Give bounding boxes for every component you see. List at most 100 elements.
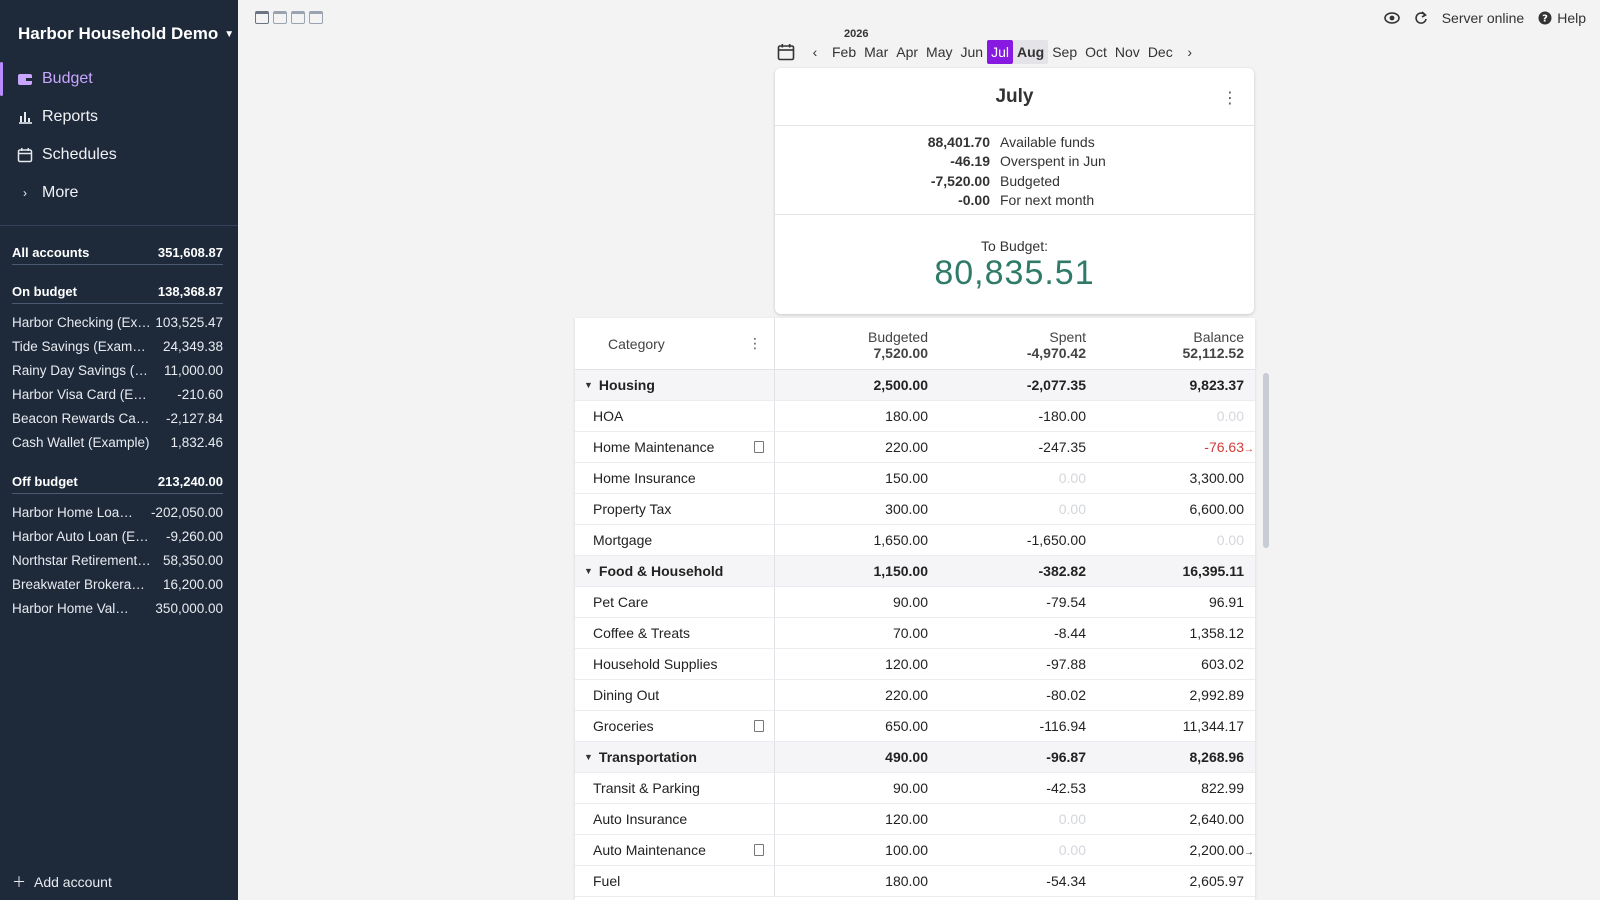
category-cell[interactable]: Coffee & Treats <box>575 618 775 648</box>
budgeted-cell[interactable]: 150.00 <box>775 470 938 486</box>
category-row[interactable]: Home Insurance 150.00 0.00 3,300.00 <box>575 463 1255 494</box>
budgeted-cell[interactable]: 180.00 <box>775 873 938 889</box>
server-status[interactable]: Server online <box>1441 10 1525 26</box>
balance-cell[interactable]: 16,395.11 <box>1096 563 1254 579</box>
note-icon[interactable] <box>754 844 764 856</box>
category-cell[interactable]: Transit & Parking <box>575 773 775 803</box>
month-sep[interactable]: Sep <box>1052 44 1078 60</box>
spent-cell[interactable]: -247.35 <box>938 439 1096 455</box>
balance-cell[interactable]: 822.99 <box>1096 780 1254 796</box>
balance-cell[interactable]: 0.00 <box>1096 532 1254 548</box>
sync-button[interactable] <box>1414 11 1428 25</box>
nav-budget[interactable]: Budget <box>0 60 238 98</box>
category-row[interactable]: HOA 180.00 -180.00 0.00 <box>575 401 1255 432</box>
to-budget-value[interactable]: 80,835.51 <box>934 254 1095 292</box>
three-month-view-icon[interactable] <box>291 11 305 24</box>
budgeted-cell[interactable]: 70.00 <box>775 625 938 641</box>
two-month-view-icon[interactable] <box>273 11 287 24</box>
spent-cell[interactable]: -54.34 <box>938 873 1096 889</box>
category-group-row[interactable]: ▼ Transportation 490.00 -96.87 8,268.96 <box>575 742 1255 773</box>
spent-cell[interactable]: -116.94 <box>938 718 1096 734</box>
category-row[interactable]: Auto Maintenance 100.00 0.00 2,200.00→ <box>575 835 1255 866</box>
category-row[interactable]: Fuel 180.00 -54.34 2,605.97 <box>575 866 1255 897</box>
account-row[interactable]: Harbor Visa Card (Example) -210.60 <box>12 382 223 406</box>
category-cell[interactable]: Groceries <box>575 711 775 741</box>
budgeted-cell[interactable]: 2,500.00 <box>775 377 938 393</box>
account-row[interactable]: Harbor Home Value (Example) 350,000.00 <box>12 596 223 620</box>
spent-cell[interactable]: -382.82 <box>938 563 1096 579</box>
account-row[interactable]: Cash Wallet (Example) 1,832.46 <box>12 430 223 454</box>
category-cell[interactable]: Dining Out <box>575 680 775 710</box>
category-cell[interactable]: ▼ Food & Household <box>575 556 775 586</box>
month-dec[interactable]: Dec <box>1147 44 1173 60</box>
on-budget-header[interactable]: On budget 138,368.87 <box>12 284 223 304</box>
category-cell[interactable]: Auto Insurance <box>575 804 775 834</box>
table-scrollbar[interactable] <box>1263 373 1269 548</box>
balance-cell[interactable]: 2,605.97 <box>1096 873 1254 889</box>
spent-cell[interactable]: 0.00 <box>938 470 1096 486</box>
balance-cell[interactable]: 1,358.12 <box>1096 625 1254 641</box>
note-icon[interactable] <box>754 441 764 453</box>
balance-cell[interactable]: 96.91 <box>1096 594 1254 610</box>
balance-cell[interactable]: 2,200.00→ <box>1096 842 1255 858</box>
category-row[interactable]: Property Tax 300.00 0.00 6,600.00 <box>575 494 1255 525</box>
balance-cell[interactable]: 2,992.89 <box>1096 687 1254 703</box>
account-row[interactable]: Rainy Day Savings (Example) 11,000.00 <box>12 358 223 382</box>
account-row[interactable]: Harbor Checking (Example)103,525.47 <box>12 310 223 334</box>
budgeted-cell[interactable]: 90.00 <box>775 780 938 796</box>
category-cell[interactable]: HOA <box>575 401 775 431</box>
category-row[interactable]: Household Supplies 120.00 -97.88 603.02 <box>575 649 1255 680</box>
month-nov[interactable]: Nov <box>1114 44 1140 60</box>
budgeted-cell[interactable]: 220.00 <box>775 687 938 703</box>
budgeted-cell[interactable]: 220.00 <box>775 439 938 455</box>
category-row[interactable]: Pet Care 90.00 -79.54 96.91 <box>575 587 1255 618</box>
budgeted-cell[interactable]: 300.00 <box>775 501 938 517</box>
category-cell[interactable]: Fuel <box>575 866 775 896</box>
spent-cell[interactable]: -80.02 <box>938 687 1096 703</box>
month-jun[interactable]: Jun <box>960 44 984 60</box>
budgeted-cell[interactable]: 120.00 <box>775 656 938 672</box>
category-cell[interactable]: Home Insurance <box>575 463 775 493</box>
category-group-row[interactable]: ▼ Housing 2,500.00 -2,077.35 9,823.37 <box>575 370 1255 401</box>
month-jul[interactable]: Jul <box>987 40 1013 64</box>
category-cell[interactable]: ▼ Housing <box>575 370 775 400</box>
add-account-button[interactable]: ＋ Add account <box>12 872 112 892</box>
collapse-triangle-icon[interactable]: ▼ <box>584 380 593 390</box>
account-row[interactable]: Tide Savings (Example) 24,349.38 <box>12 334 223 358</box>
collapse-triangle-icon[interactable]: ▼ <box>584 566 593 576</box>
balance-cell[interactable]: 9,823.37 <box>1096 377 1254 393</box>
spent-cell[interactable]: -1,650.00 <box>938 532 1096 548</box>
budgeted-cell[interactable]: 180.00 <box>775 408 938 424</box>
spent-cell[interactable]: -180.00 <box>938 408 1096 424</box>
spent-cell[interactable]: -2,077.35 <box>938 377 1096 393</box>
off-budget-header[interactable]: Off budget 213,240.00 <box>12 474 223 494</box>
balance-cell[interactable]: 603.02 <box>1096 656 1254 672</box>
all-accounts[interactable]: All accounts 351,608.87 <box>12 245 223 265</box>
budgeted-cell[interactable]: 120.00 <box>775 811 938 827</box>
budgeted-cell[interactable]: 490.00 <box>775 749 938 765</box>
category-cell[interactable]: Mortgage <box>575 525 775 555</box>
balance-cell[interactable]: 6,600.00 <box>1096 501 1254 517</box>
balance-cell[interactable]: -76.63→ <box>1096 439 1254 455</box>
nav-schedules[interactable]: Schedules <box>0 136 238 174</box>
category-cell[interactable]: Pet Care <box>575 587 775 617</box>
account-row[interactable]: Breakwater Brokerage (Example) 16,200.00 <box>12 572 223 596</box>
balance-cell[interactable]: 8,268.96 <box>1096 749 1254 765</box>
account-row[interactable]: Beacon Rewards Card (Example) -2,127.84 <box>12 406 223 430</box>
summary-menu-button[interactable]: ⋮ <box>1222 88 1238 108</box>
nav-more[interactable]: › More <box>0 174 238 212</box>
four-month-view-icon[interactable] <box>309 11 323 24</box>
spent-cell[interactable]: 0.00 <box>938 501 1096 517</box>
spent-cell[interactable]: -97.88 <box>938 656 1096 672</box>
category-row[interactable]: Home Maintenance 220.00 -247.35 -76.63→ <box>575 432 1255 463</box>
category-row[interactable]: Dining Out 220.00 -80.02 2,992.89 <box>575 680 1255 711</box>
spent-cell[interactable]: -96.87 <box>938 749 1096 765</box>
spent-cell[interactable]: 0.00 <box>938 842 1096 858</box>
budgeted-cell[interactable]: 90.00 <box>775 594 938 610</box>
category-cell[interactable]: Home Maintenance <box>575 432 775 462</box>
spent-cell[interactable]: -42.53 <box>938 780 1096 796</box>
budgeted-cell[interactable]: 100.00 <box>775 842 938 858</box>
category-row[interactable]: Auto Insurance 120.00 0.00 2,640.00 <box>575 804 1255 835</box>
category-cell[interactable]: Property Tax <box>575 494 775 524</box>
spent-cell[interactable]: -8.44 <box>938 625 1096 641</box>
